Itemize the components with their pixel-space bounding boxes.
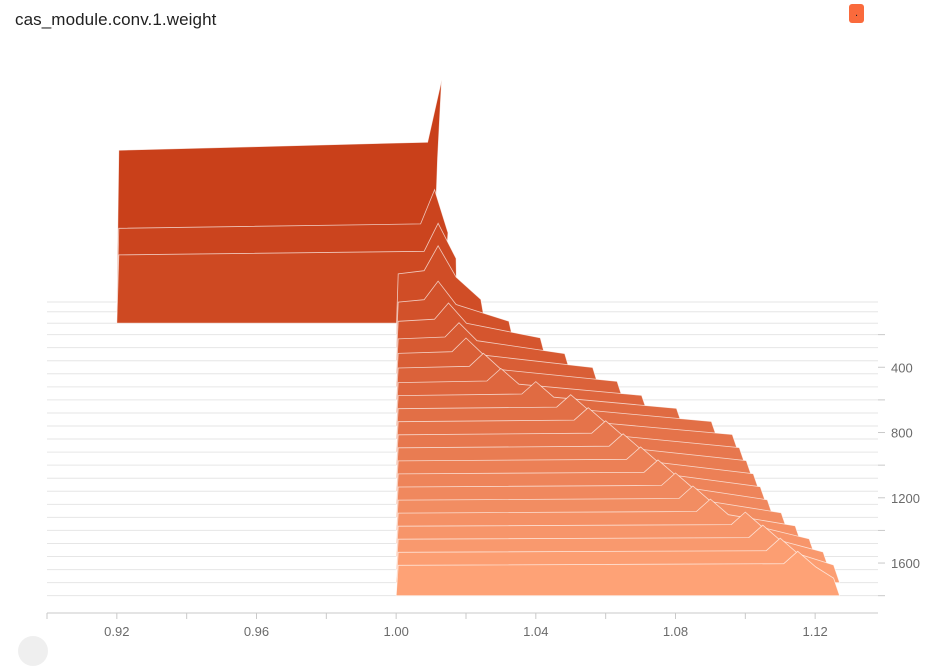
histogram-chart: 0.92 0.96 1.00 1.04 1.08 1.12 400 800 1200 1600 bbox=[46, 79, 920, 639]
x-axis: 0.92 0.96 1.00 1.04 1.08 1.12 bbox=[46, 612, 878, 639]
x-tick-label: 1.08 bbox=[663, 624, 688, 639]
x-tick-label: 1.12 bbox=[802, 624, 827, 639]
step-tick-label: 800 bbox=[891, 426, 913, 441]
histogram-ridges bbox=[116, 79, 841, 597]
chart-title: cas_module.conv.1.weight bbox=[15, 10, 217, 29]
step-tick-label: 1200 bbox=[891, 491, 920, 506]
step-axis: 400 800 1200 1600 bbox=[878, 334, 920, 597]
x-tick-label: 1.04 bbox=[523, 624, 548, 639]
x-tick-label: 1.00 bbox=[384, 624, 409, 639]
run-color-chip[interactable]: . bbox=[849, 4, 864, 23]
x-tick-label: 0.96 bbox=[244, 624, 269, 639]
step-tick-label: 1600 bbox=[891, 556, 920, 571]
histogram-ridge[interactable] bbox=[395, 550, 841, 597]
expand-button[interactable] bbox=[18, 636, 48, 666]
x-tick-label: 0.92 bbox=[104, 624, 129, 639]
step-tick-label: 400 bbox=[891, 360, 913, 375]
